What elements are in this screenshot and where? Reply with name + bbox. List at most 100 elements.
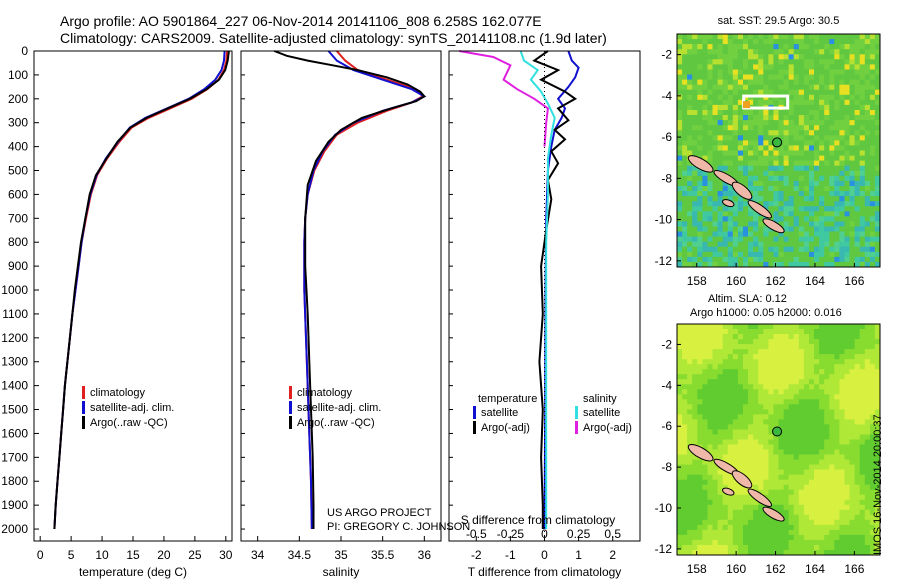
series-line-2-3 xyxy=(459,50,549,147)
map-cell xyxy=(839,434,845,440)
map-cell xyxy=(743,64,749,70)
map-cell xyxy=(687,454,693,460)
map-cell xyxy=(819,429,825,435)
map-cell xyxy=(692,369,698,375)
map-cell xyxy=(874,364,881,370)
map-cell xyxy=(824,64,830,70)
map-cell xyxy=(707,54,713,60)
map-cell xyxy=(798,216,805,222)
map-cell xyxy=(732,155,739,162)
map-cell xyxy=(809,39,815,45)
map-cell xyxy=(737,409,744,415)
map-cell xyxy=(702,59,708,65)
map-cell xyxy=(682,399,688,405)
map-cell xyxy=(753,404,759,410)
map-cell xyxy=(814,514,820,521)
map-cell xyxy=(753,539,759,546)
map-cell xyxy=(844,545,850,551)
map-cell xyxy=(758,150,764,156)
map-cell xyxy=(824,170,830,177)
map-cell xyxy=(758,256,764,263)
map-cell xyxy=(793,479,800,486)
map-cell xyxy=(748,444,754,450)
map-cell xyxy=(758,59,764,65)
map-cell xyxy=(732,140,739,146)
map-cell xyxy=(717,206,724,212)
map-cell xyxy=(854,140,861,146)
map-cell xyxy=(849,550,855,556)
map-cell xyxy=(788,344,795,350)
map-cell xyxy=(737,79,744,86)
map-cell xyxy=(732,135,739,141)
map-cell xyxy=(869,140,876,146)
map-cell xyxy=(687,384,693,390)
map-cell xyxy=(803,236,810,243)
map-cell xyxy=(783,439,790,445)
map-cell xyxy=(712,389,718,395)
map-cell xyxy=(753,484,759,491)
map-cell xyxy=(687,130,693,136)
map-cell xyxy=(874,489,881,496)
map-cell xyxy=(748,364,754,370)
map-cell xyxy=(824,186,830,192)
map-cell xyxy=(707,519,713,526)
map-cell xyxy=(824,524,830,531)
map-cell xyxy=(849,444,855,450)
map-cell xyxy=(854,196,861,202)
map-cell xyxy=(798,64,805,70)
map-cell xyxy=(809,414,815,420)
map-cell xyxy=(717,186,724,192)
map-cell xyxy=(682,175,688,182)
map-cell xyxy=(778,211,784,217)
map-cell xyxy=(854,524,861,531)
map-cell xyxy=(798,180,805,187)
map-cell xyxy=(712,39,718,45)
map-cell xyxy=(732,434,739,440)
map-cell xyxy=(687,186,693,192)
map-cell xyxy=(677,444,683,450)
map-cell xyxy=(874,231,881,237)
x-tick-label: 0 xyxy=(37,548,44,562)
map-cell xyxy=(849,379,855,385)
map-cell xyxy=(763,359,769,365)
map-cell xyxy=(874,221,881,227)
map-cell xyxy=(677,236,683,243)
map-cell xyxy=(803,534,810,541)
map-cell xyxy=(707,246,713,253)
map-cell xyxy=(839,504,845,511)
map-cell xyxy=(763,429,769,435)
map-cell xyxy=(677,74,683,80)
map-cell xyxy=(753,94,759,101)
map-cell xyxy=(859,369,866,375)
map-cell xyxy=(758,529,764,536)
map-cell xyxy=(819,256,825,263)
map-cell xyxy=(778,469,784,475)
map-cell xyxy=(793,216,800,222)
map-cell xyxy=(834,550,840,556)
map-cell xyxy=(824,474,830,481)
map-cell xyxy=(737,399,744,405)
map-cell xyxy=(809,211,815,217)
map-cell xyxy=(702,499,708,506)
map-cell xyxy=(814,226,820,232)
map-cell xyxy=(814,231,820,237)
map-cell xyxy=(722,216,729,222)
map-cell xyxy=(834,509,840,516)
map-cell xyxy=(844,499,850,506)
map-cell xyxy=(763,550,769,556)
map-cell xyxy=(864,236,871,243)
map-cell xyxy=(677,550,683,556)
map-cell xyxy=(874,150,881,156)
map-cell xyxy=(712,206,718,212)
map-cell xyxy=(717,135,724,141)
map-cell xyxy=(829,44,835,50)
map-cell xyxy=(834,504,840,511)
map-cell xyxy=(758,479,764,486)
map-cell xyxy=(809,454,815,460)
map-cell xyxy=(798,221,805,227)
map-cell xyxy=(687,261,693,268)
map-cell xyxy=(819,334,825,340)
map-cell xyxy=(687,379,693,385)
map-cell xyxy=(753,545,759,551)
map-cell xyxy=(717,120,724,126)
